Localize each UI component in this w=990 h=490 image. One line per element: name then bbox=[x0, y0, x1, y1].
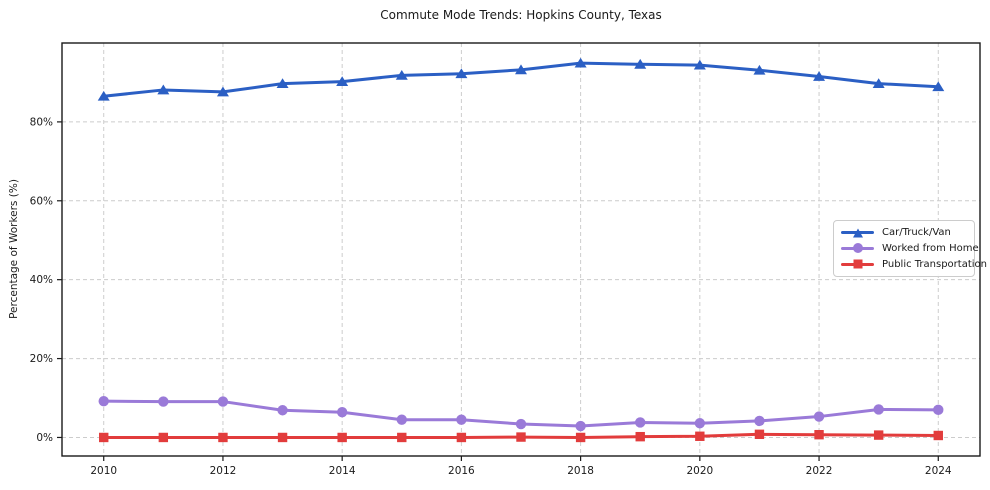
data-point-worked-from-home bbox=[575, 420, 586, 432]
data-point-car-truck-van bbox=[455, 68, 468, 79]
chart-title: Commute Mode Trends: Hopkins County, Tex… bbox=[380, 8, 662, 22]
legend-item-public-transportation: Public Transportation bbox=[841, 257, 987, 272]
axes-border bbox=[61, 42, 981, 457]
legend: Car/Truck/Van Worked from Home Public Tr… bbox=[833, 220, 987, 277]
x-tick-label: 2018 bbox=[567, 465, 594, 477]
data-point-public-transportation bbox=[814, 429, 824, 440]
data-point-public-transportation bbox=[635, 431, 645, 442]
data-point-car-truck-van bbox=[574, 57, 587, 68]
data-point-public-transportation bbox=[158, 432, 169, 443]
legend-line-sample bbox=[841, 227, 874, 238]
data-point-public-transportation bbox=[575, 432, 586, 443]
data-point-worked-from-home bbox=[217, 396, 229, 407]
data-point-car-truck-van bbox=[693, 59, 706, 70]
data-point-public-transportation bbox=[99, 432, 109, 443]
data-point-public-transportation bbox=[933, 430, 943, 441]
data-point-public-transportation bbox=[397, 432, 407, 443]
legend-label: Car/Truck/Van bbox=[882, 227, 951, 239]
legend-line-sample bbox=[841, 259, 874, 270]
data-point-car-truck-van bbox=[216, 86, 229, 97]
data-point-worked-from-home bbox=[635, 417, 646, 428]
data-point-car-truck-van bbox=[634, 58, 647, 69]
data-point-car-truck-van bbox=[932, 81, 945, 92]
data-point-worked-from-home bbox=[98, 395, 109, 407]
data-point-worked-from-home bbox=[813, 411, 825, 422]
x-tick-label: 2014 bbox=[329, 465, 356, 477]
legend-label: Public Transportation bbox=[882, 258, 987, 270]
data-point-car-truck-van bbox=[157, 84, 170, 95]
data-point-worked-from-home bbox=[396, 414, 407, 425]
data-point-worked-from-home bbox=[933, 404, 944, 416]
legend-label: Worked from Home bbox=[882, 242, 979, 254]
legend-item-worked-from-home: Worked from Home bbox=[841, 241, 979, 256]
data-point-car-truck-van bbox=[515, 64, 527, 75]
data-point-worked-from-home bbox=[694, 418, 706, 429]
data-point-public-transportation bbox=[873, 430, 884, 440]
legend-item-car-truck-van: Car/Truck/Van bbox=[841, 225, 967, 240]
x-tick-label: 2020 bbox=[686, 465, 713, 477]
y-tick-label: 60% bbox=[30, 195, 53, 207]
x-tick-label: 2022 bbox=[806, 465, 833, 477]
data-point-car-truck-van bbox=[753, 64, 766, 75]
data-point-worked-from-home bbox=[158, 396, 169, 407]
legend-line-sample bbox=[841, 243, 874, 254]
data-point-worked-from-home bbox=[336, 407, 348, 418]
data-point-public-transportation bbox=[754, 429, 765, 440]
data-point-car-truck-van bbox=[813, 71, 826, 81]
data-point-car-truck-van bbox=[336, 76, 349, 87]
x-tick-label: 2016 bbox=[448, 465, 475, 477]
x-tick-label: 2010 bbox=[90, 465, 117, 477]
data-point-car-truck-van bbox=[97, 90, 110, 101]
data-point-car-truck-van bbox=[395, 69, 408, 80]
x-tick-label: 2012 bbox=[210, 465, 237, 477]
triangle-marker-icon bbox=[852, 228, 863, 238]
data-point-public-transportation bbox=[277, 432, 288, 443]
data-point-worked-from-home bbox=[456, 414, 467, 425]
x-tick-label: 2024 bbox=[925, 465, 952, 477]
y-tick-label: 40% bbox=[30, 274, 53, 286]
data-point-car-truck-van bbox=[872, 78, 885, 89]
square-marker-icon bbox=[853, 259, 862, 269]
data-point-public-transportation bbox=[218, 432, 228, 443]
data-point-worked-from-home bbox=[277, 405, 288, 416]
data-point-worked-from-home bbox=[754, 415, 765, 427]
data-point-public-transportation bbox=[456, 432, 467, 443]
y-tick-label: 0% bbox=[36, 432, 53, 444]
data-point-worked-from-home bbox=[873, 404, 884, 415]
data-point-public-transportation bbox=[337, 432, 347, 443]
y-axis-label: Percentage of Workers (%) bbox=[8, 179, 20, 319]
y-tick-label: 80% bbox=[30, 116, 53, 128]
circle-marker-icon bbox=[852, 243, 863, 254]
y-tick-label: 20% bbox=[30, 353, 53, 365]
data-point-car-truck-van bbox=[276, 78, 289, 89]
data-point-worked-from-home bbox=[515, 418, 527, 430]
data-point-public-transportation bbox=[516, 432, 526, 442]
data-point-public-transportation bbox=[695, 431, 705, 441]
